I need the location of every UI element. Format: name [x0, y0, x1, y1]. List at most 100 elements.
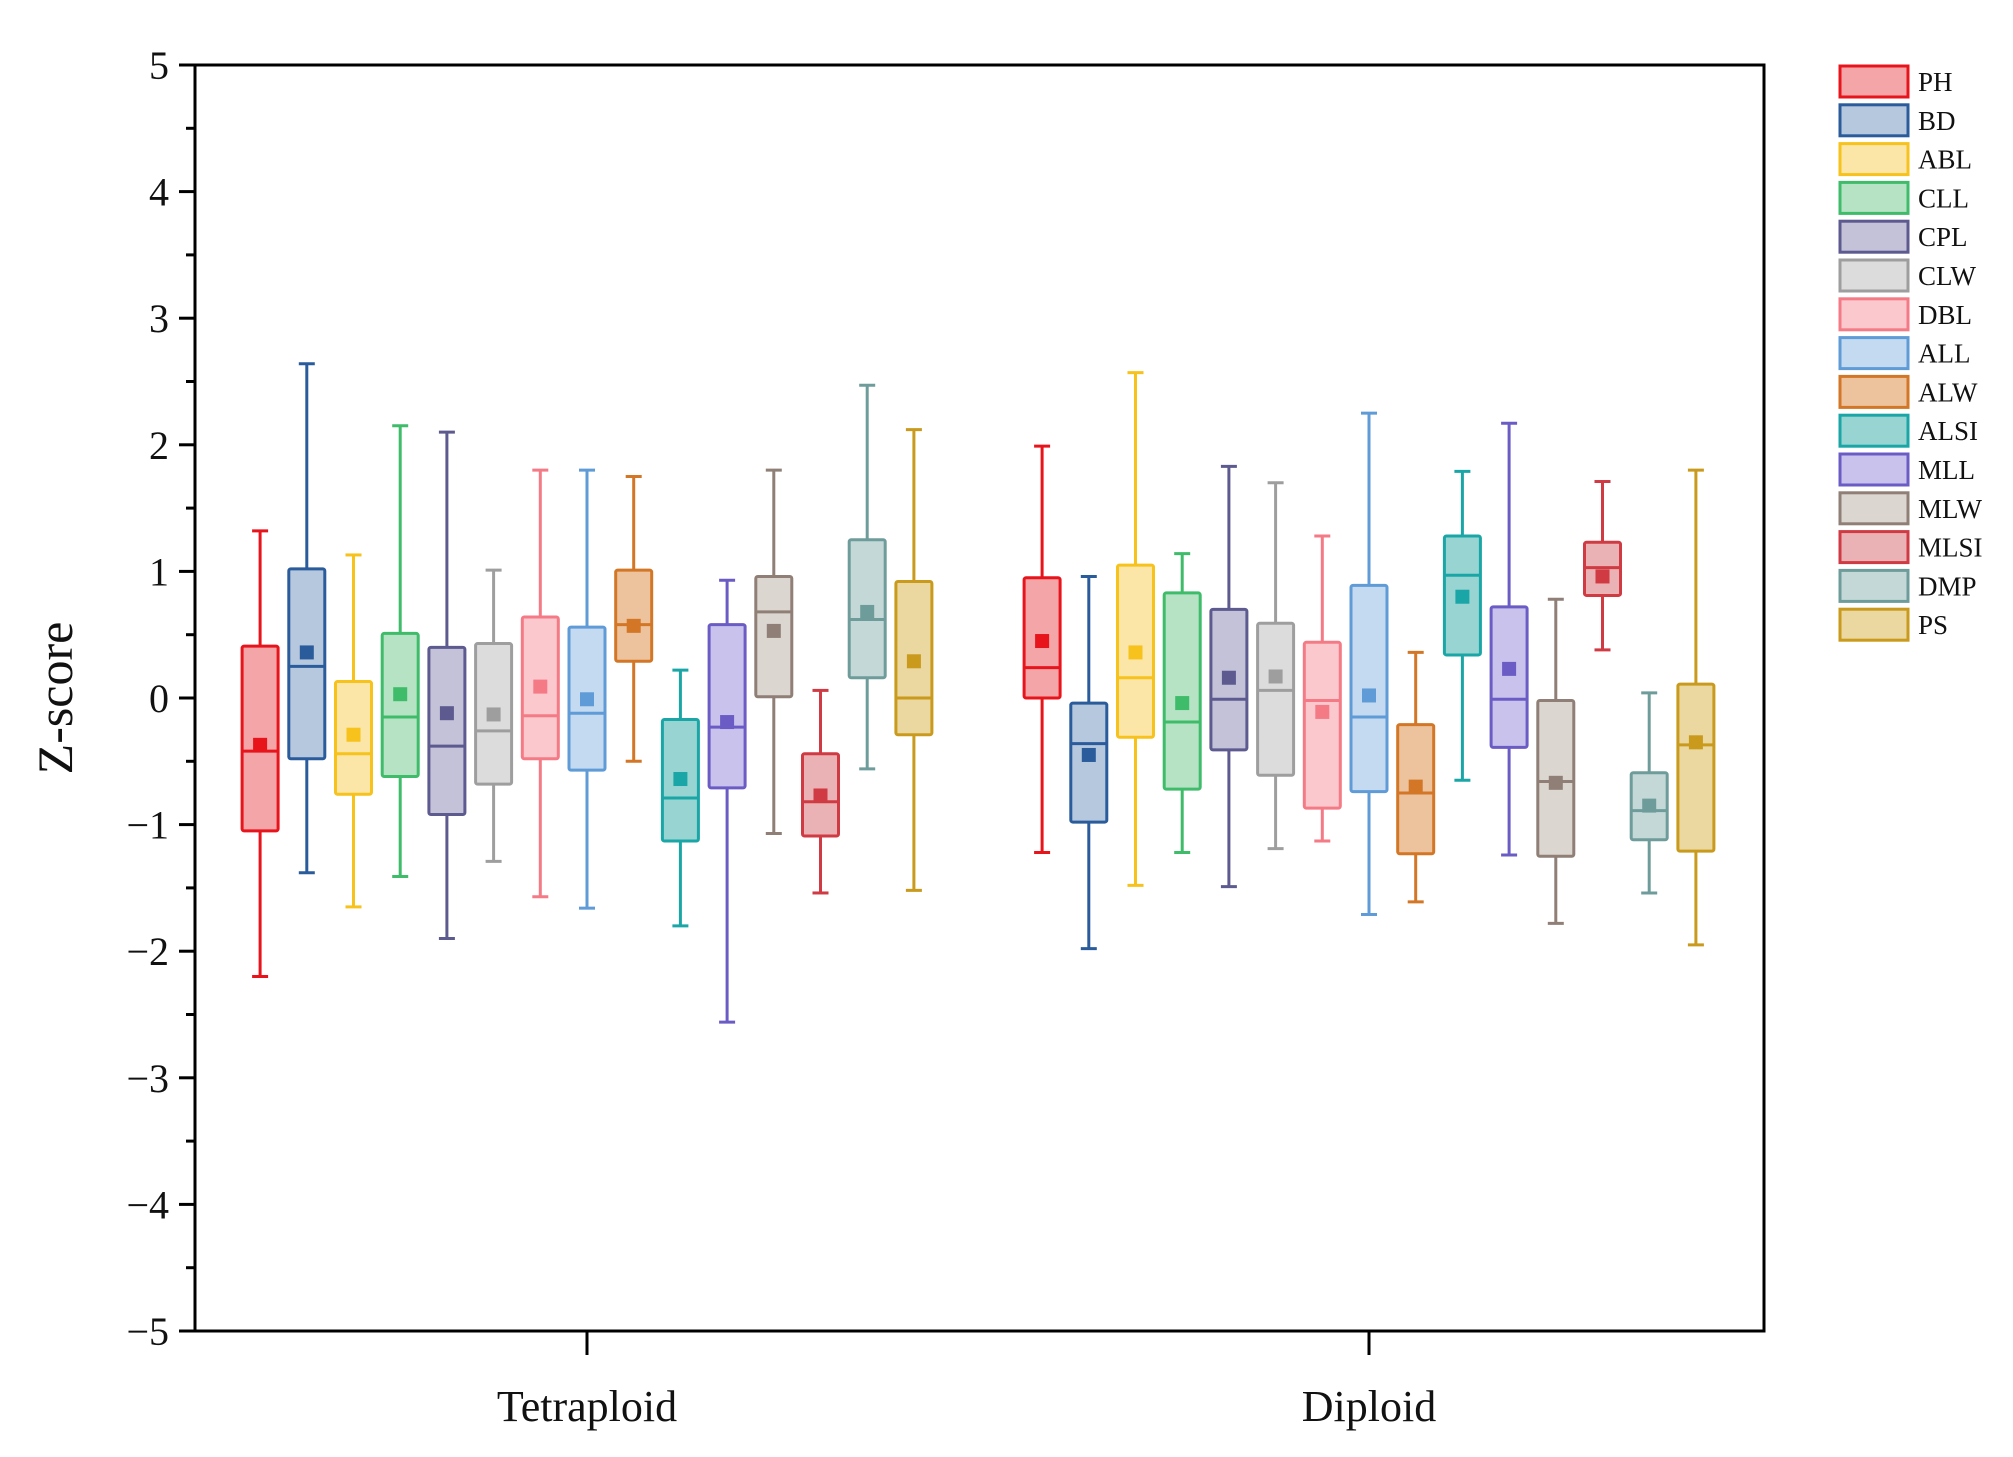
box-clw-tetraploid — [474, 568, 514, 863]
y-tick-label: −1 — [126, 803, 169, 848]
box-iqr — [1256, 621, 1296, 777]
box-alw-diploid — [1396, 650, 1436, 904]
box-cll-diploid — [1162, 552, 1202, 854]
mean-marker — [673, 772, 688, 787]
box-dmp-tetraploid — [847, 383, 887, 771]
box-iqr — [1069, 701, 1109, 824]
boxes-layer — [240, 362, 1716, 1024]
legend-entry-mlsi: MLSI — [1838, 530, 1983, 565]
y-tick-label: 4 — [149, 170, 169, 215]
legend-label: ALW — [1918, 377, 1978, 407]
legend-swatch — [1838, 491, 1910, 526]
mean-marker — [299, 645, 314, 660]
box-mlw-tetraploid — [754, 468, 794, 835]
legend-swatch — [1838, 530, 1910, 565]
mean-marker — [1175, 696, 1190, 711]
box-iqr — [380, 631, 420, 778]
mean-marker — [906, 654, 921, 669]
box-ps-diploid — [1676, 468, 1716, 947]
box-mlsi-tetraploid — [801, 688, 840, 895]
legend-entry-bd: BD — [1838, 103, 1956, 138]
box-bd-tetraploid — [287, 362, 327, 875]
box-all-tetraploid — [567, 468, 607, 910]
mean-marker — [626, 618, 641, 633]
box-iqr — [1676, 682, 1716, 853]
mean-marker — [1688, 735, 1703, 750]
legend-swatch — [1838, 142, 1910, 177]
y-tick-label: 1 — [149, 549, 169, 594]
mean-marker — [766, 623, 781, 638]
legend-label: ALL — [1918, 339, 1970, 369]
y-tick-label: −3 — [126, 1056, 169, 1101]
y-tick-label: −2 — [126, 929, 169, 974]
mean-marker — [813, 788, 828, 803]
mean-marker — [393, 687, 408, 702]
box-mll-tetraploid — [707, 578, 747, 1024]
box-mlsi-diploid — [1583, 480, 1622, 652]
legend-swatch — [1838, 607, 1910, 642]
legend-label: DMP — [1918, 571, 1977, 601]
box-iqr — [707, 623, 747, 790]
box-dbl-diploid — [1302, 534, 1342, 843]
legend-entry-cll: CLL — [1838, 180, 1969, 215]
mean-marker — [1035, 634, 1050, 649]
y-tick-label: 2 — [149, 423, 169, 468]
legend-entry-mll: MLL — [1838, 452, 1975, 487]
box-abl-diploid — [1116, 371, 1155, 887]
box-bd-diploid — [1069, 574, 1109, 951]
legend-entry-ph: PH — [1838, 64, 1953, 99]
legend: PH BD ABL CLL CPL CLW DBL ALL ALW ALSI MLL MLW MLSI D… — [1838, 64, 1983, 642]
legend-label: BD — [1918, 106, 1956, 136]
legend-entry-mlw: MLW — [1838, 491, 1982, 526]
y-tick-label: 5 — [149, 43, 169, 88]
mean-marker — [1362, 688, 1376, 703]
box-alsi-diploid — [1442, 469, 1482, 782]
legend-label: MLSI — [1918, 533, 1983, 563]
legend-entry-clw: CLW — [1838, 258, 1976, 293]
legend-swatch — [1838, 180, 1910, 215]
legend-entry-alw: ALW — [1838, 374, 1978, 409]
box-ph-tetraploid — [240, 529, 280, 979]
mean-marker — [1268, 669, 1283, 684]
mean-marker — [533, 679, 548, 694]
legend-label: PS — [1918, 610, 1948, 640]
box-cll-tetraploid — [380, 424, 420, 879]
legend-swatch — [1838, 452, 1910, 487]
legend-swatch — [1838, 258, 1910, 293]
y-axis-title: Z-score — [27, 622, 83, 775]
y-tick-label: 3 — [149, 296, 169, 341]
legend-entry-dbl: DBL — [1838, 297, 1972, 332]
box-iqr — [614, 568, 654, 663]
y-tick-label: −5 — [126, 1309, 169, 1354]
mean-marker — [1128, 645, 1143, 660]
box-iqr — [1302, 640, 1342, 810]
box-mll-diploid — [1489, 421, 1529, 857]
box-clw-diploid — [1256, 481, 1296, 851]
legend-swatch — [1838, 336, 1910, 371]
legend-entry-cpl: CPL — [1838, 219, 1968, 254]
legend-swatch — [1838, 297, 1910, 332]
mean-marker — [720, 715, 735, 730]
mean-marker — [1221, 670, 1236, 685]
box-iqr — [1162, 591, 1202, 791]
legend-swatch — [1838, 103, 1910, 138]
box-alsi-tetraploid — [660, 668, 700, 928]
legend-swatch — [1838, 64, 1910, 99]
mean-marker — [1081, 747, 1096, 762]
legend-entry-alsi: ALSI — [1838, 413, 1978, 448]
legend-entry-abl: ABL — [1838, 142, 1972, 177]
box-iqr — [427, 645, 467, 816]
legend-swatch — [1838, 374, 1910, 409]
mean-marker — [860, 604, 875, 619]
box-mlw-diploid — [1536, 597, 1576, 925]
legend-label: DBL — [1918, 300, 1972, 330]
mean-marker — [1548, 775, 1563, 790]
legend-label: CPL — [1918, 222, 1968, 252]
y-tick-label: 0 — [149, 676, 169, 721]
mean-marker — [1455, 589, 1470, 604]
legend-entry-dmp: DMP — [1838, 568, 1977, 603]
box-dbl-tetraploid — [520, 468, 560, 899]
legend-entry-ps: PS — [1838, 607, 1948, 642]
